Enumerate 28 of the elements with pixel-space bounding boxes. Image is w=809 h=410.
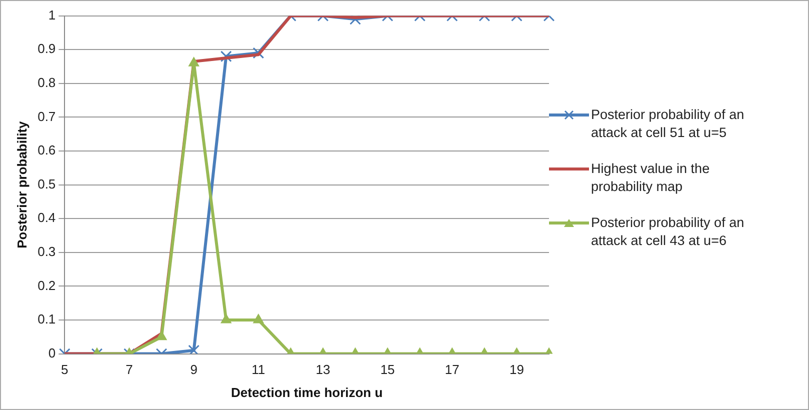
y-tick-label: 0.1 [38,312,56,327]
y-tick-label: 1 [48,7,56,22]
x-tick-label: 9 [190,362,198,378]
x-tick-label: 17 [444,362,460,378]
point [253,314,264,324]
legend-label: Highest value in the probability map [591,160,711,196]
x-axis-title: Detection time horizon u [231,384,383,400]
y-tick-label: 0 [48,345,56,360]
point [156,331,167,340]
x-tick-label: 19 [509,362,524,378]
y-tick-label: 0.7 [38,108,56,124]
x-tick-label: 5 [61,362,68,378]
y-tick-label: 0.8 [38,74,56,90]
y-tick-label: 0.5 [38,176,56,192]
y-axis-title: Posterior probability [14,120,30,248]
y-tick-label: 0.4 [38,210,56,226]
x-tick-label: 7 [126,362,133,378]
legend-label: Posterior probability of an attack at cell 43 at u=6 [591,214,746,250]
y-tick-label: 0.6 [38,142,56,158]
x-tick-label: 15 [380,362,395,378]
y-tick-label: 0.9 [38,41,56,56]
y-tick-label: 0.2 [38,278,56,293]
point [221,314,232,324]
x-tick-label: 11 [252,362,266,378]
y-tick-label: 0.3 [38,244,56,259]
x-tick-label: 13 [316,362,330,378]
legend-label: Posterior probability of an attack at cell 51 at u=5 [591,106,746,142]
point [188,344,200,354]
